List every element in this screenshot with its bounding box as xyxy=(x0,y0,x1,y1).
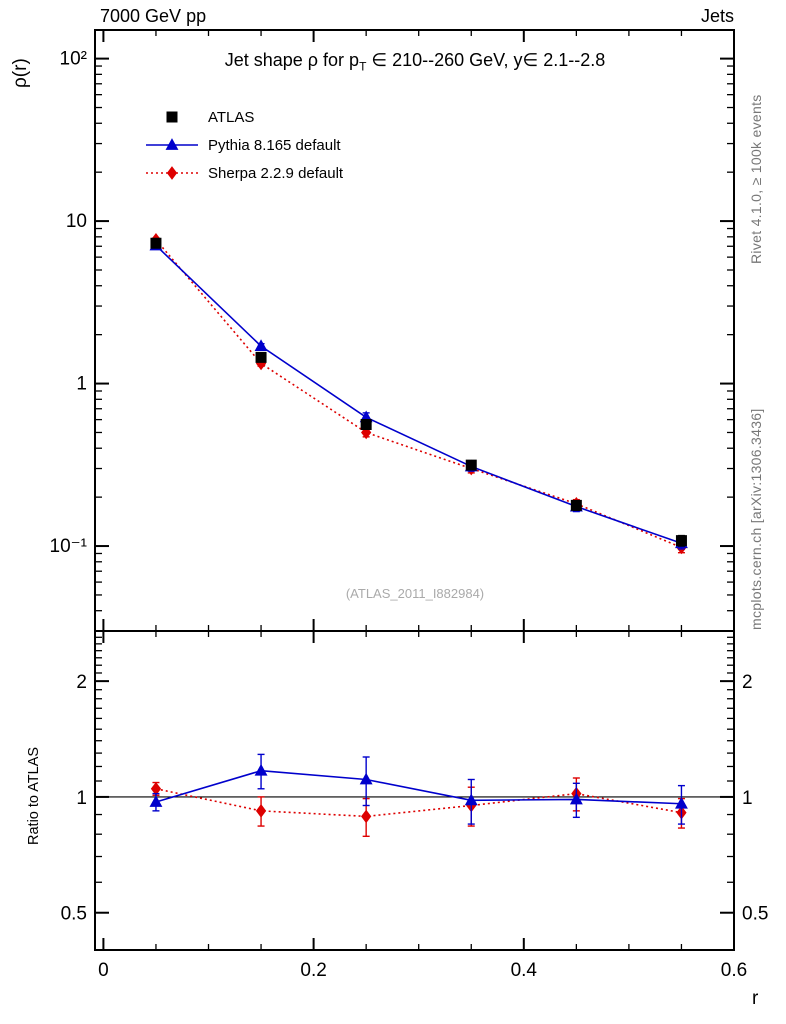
marker-square xyxy=(166,111,178,123)
series-line xyxy=(155,769,682,805)
x-tick-label: 0.2 xyxy=(300,960,326,981)
ratio-tick-label: 0.5 xyxy=(742,904,768,925)
analysis-id-watermark: (ATLAS_2011_I882984) xyxy=(345,586,485,601)
legend-label: Sherpa 2.2.9 default xyxy=(208,165,344,182)
y-tick-label: 10² xyxy=(60,49,87,70)
legend-label: ATLAS xyxy=(208,109,254,126)
series-line xyxy=(155,244,682,545)
marker-triangle xyxy=(254,339,268,352)
marker-triangle xyxy=(569,792,583,805)
marker-triangle xyxy=(464,793,478,806)
y-tick-label: 10 xyxy=(66,211,87,232)
marker-diamond xyxy=(166,166,178,180)
collision-energy-label: 7000 GeV pp xyxy=(100,6,207,26)
plot-title-sub: T xyxy=(359,59,367,74)
legend-label: Pythia 8.165 default xyxy=(208,137,341,154)
marker-triangle xyxy=(359,772,373,785)
marker-triangle xyxy=(254,763,268,776)
y-tick-label: 1 xyxy=(76,374,87,395)
x-axis-title: r xyxy=(752,988,759,1009)
marker-square xyxy=(150,237,162,249)
marker-diamond xyxy=(361,809,372,824)
x-tick-label: 0 xyxy=(98,960,109,981)
series-line xyxy=(155,787,682,818)
marker-square xyxy=(675,535,687,547)
marker-square xyxy=(360,418,372,430)
y-axis-title: ρ(r) xyxy=(10,58,31,88)
ratio-tick-label: 1 xyxy=(76,788,87,809)
ratio-tick-label: 2 xyxy=(76,672,87,693)
x-tick-label: 0.6 xyxy=(721,960,747,981)
marker-square xyxy=(465,459,477,471)
marker-triangle xyxy=(675,796,688,809)
ratio-tick-label: 1 xyxy=(742,788,753,809)
plot-title-pre: Jet shape ρ for p xyxy=(224,50,360,70)
x-tick-label: 0.4 xyxy=(511,960,538,981)
series-line xyxy=(155,239,682,549)
ratio-tick-label: 0.5 xyxy=(61,904,87,925)
plot-title-post: ∈ 210--260 GeV, y∈ 2.1--2.8 xyxy=(366,50,606,70)
marker-triangle xyxy=(149,795,163,807)
marker-diamond xyxy=(255,804,267,818)
ratio-y-axis-title: Ratio to ATLAS xyxy=(26,746,42,845)
marker-square xyxy=(255,351,267,363)
top-panel-frame xyxy=(94,29,735,632)
marker-square xyxy=(570,499,582,511)
rivet-version-note: Rivet 4.1.0, ≥ 100k events xyxy=(748,94,764,264)
mcplots-citation-note: mcplots.cern.ch [arXiv:1306.3436] xyxy=(748,408,764,630)
process-label: Jets xyxy=(700,6,734,26)
ratio-tick-label: 2 xyxy=(742,672,753,693)
plot-title: Jet shape ρ for pT ∈ 210--260 GeV, y∈ 2.… xyxy=(225,50,606,74)
ratio-panel-frame xyxy=(94,630,735,951)
marker-triangle xyxy=(165,138,179,150)
y-tick-label: 10⁻¹ xyxy=(50,536,88,557)
